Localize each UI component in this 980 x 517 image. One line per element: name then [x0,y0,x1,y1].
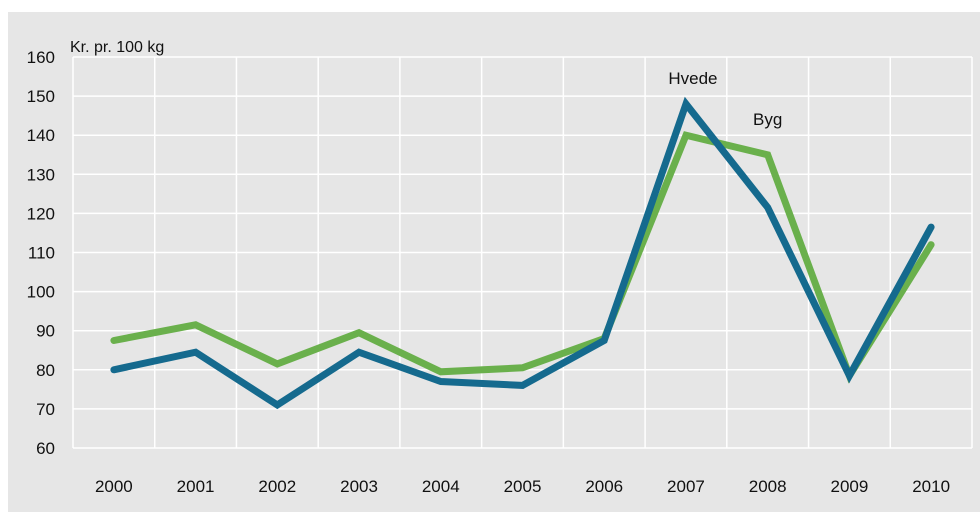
y-tick-label: 70 [36,400,55,419]
x-tick-label: 2002 [258,477,296,496]
x-tick-label: 2003 [340,477,378,496]
y-tick-label: 120 [27,204,55,223]
x-tick-label: 2000 [95,477,133,496]
y-tick-label: 60 [36,439,55,458]
series-annotation-hvede: Hvede [668,69,717,88]
x-tick-label: 2007 [667,477,705,496]
x-tick-label: 2008 [749,477,787,496]
x-tick-label: 2009 [830,477,868,496]
x-tick-label: 2004 [422,477,460,496]
plot-background [8,12,980,512]
x-tick-label: 2006 [585,477,623,496]
x-tick-label: 2010 [912,477,950,496]
y-tick-label: 160 [27,48,55,67]
y-tick-label: 140 [27,126,55,145]
y-tick-label: 150 [27,87,55,106]
series-annotation-byg: Byg [753,110,782,129]
y-tick-label: 110 [28,244,55,263]
x-tick-label: 2001 [177,477,215,496]
x-tick-label: 2005 [504,477,542,496]
y-tick-label: 90 [36,322,55,341]
y-axis-label: Kr. pr. 100 kg [70,39,164,56]
y-tick-label: 80 [36,361,55,380]
y-tick-label: 130 [27,165,55,184]
y-tick-label: 100 [27,283,55,302]
